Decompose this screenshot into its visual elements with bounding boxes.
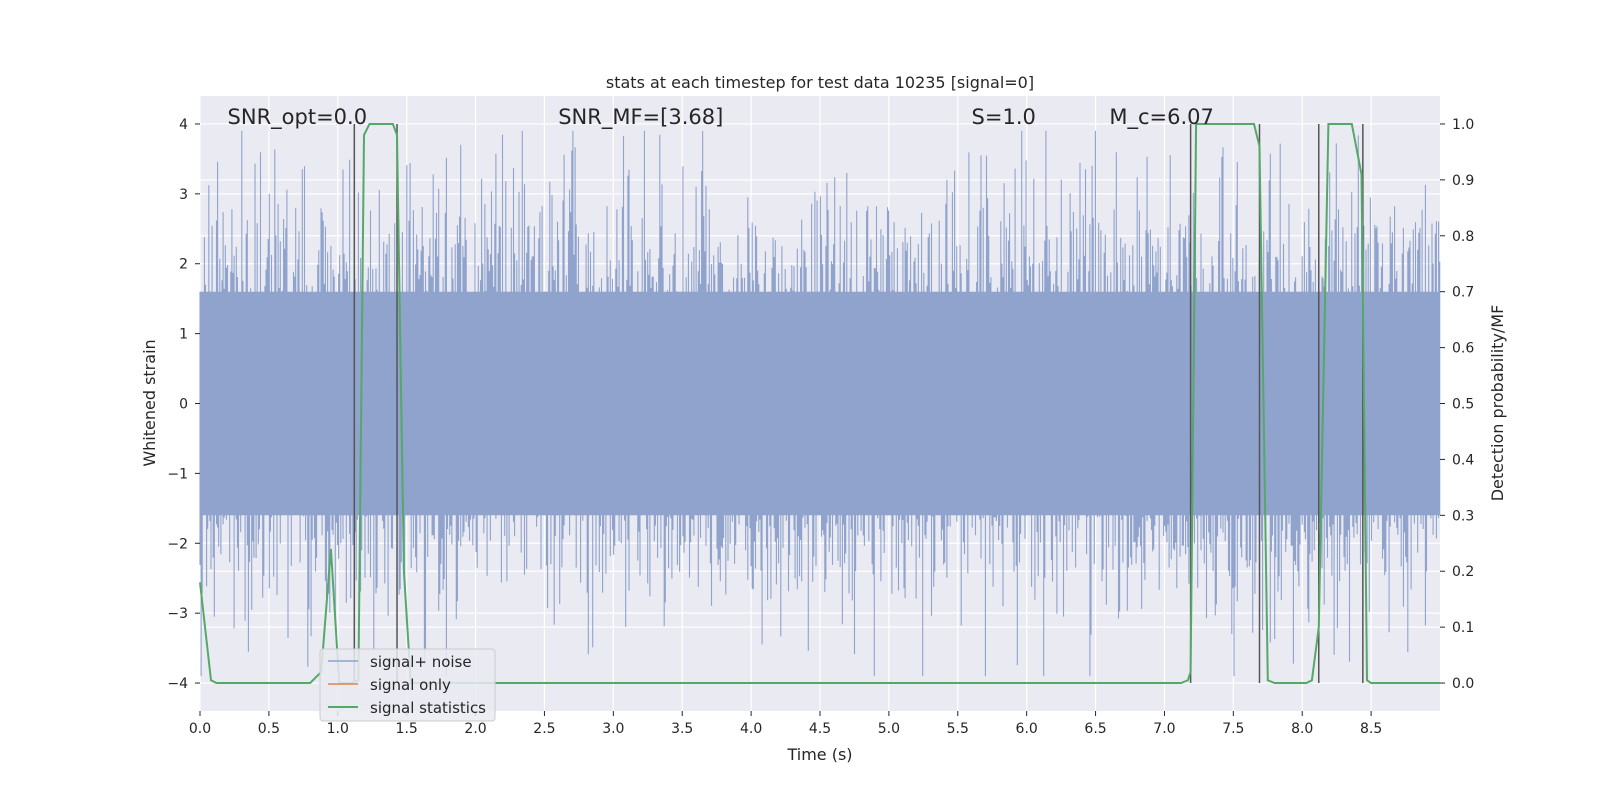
legend-box: [319, 648, 496, 722]
x-tick-label: 2.0: [464, 721, 486, 737]
signal-statistics-line: [199, 123, 1440, 684]
legend-label-signal-plus-noise: signal+ noise: [370, 653, 472, 671]
y2-tick-label: 0.3: [1452, 508, 1474, 524]
x-tick-label: 7.5: [1222, 721, 1244, 737]
x-tick-label: 5.5: [947, 721, 969, 737]
x-tick-label: 6.5: [1084, 721, 1106, 737]
y2-tick-label: 0.4: [1452, 452, 1474, 468]
x-tick-label: 0.0: [189, 721, 211, 737]
x-tick-label: 3.0: [602, 721, 624, 737]
annotations: SNR_opt=0.0 SNR_MF=[3.68] S=1.0 M_c=6.07: [228, 105, 1214, 130]
y2-axis-ticks: 0.0 0.1 0.2 0.3 0.4 0.5 0.6 0.7 0.8 0.9 1.0: [1440, 117, 1474, 692]
x-tick-label: 6.0: [1016, 721, 1038, 737]
x-axis-ticks: 0.0 0.5 1.0 1.5 2.0 2.5 3.0 3.5 4.0 4.5 5.0 5.5 6.0 6…: [189, 711, 1382, 737]
y-tick-label: 2: [179, 257, 188, 273]
y2-tick-label: 0.1: [1452, 620, 1474, 636]
x-tick-label: 8.5: [1360, 721, 1382, 737]
x-tick-label: 5.0: [878, 721, 900, 737]
y-tick-label: 4: [179, 117, 188, 133]
y-tick-label: 0: [179, 397, 188, 413]
x-axis-label: Time (s): [786, 745, 852, 764]
legend-label-signal-statistics: signal statistics: [370, 699, 486, 717]
x-tick-label: 8.0: [1291, 721, 1313, 737]
y2-tick-label: 0.9: [1452, 173, 1474, 189]
chart-title: stats at each timestep for test data 102…: [606, 73, 1034, 92]
y-axis-ticks: −4 −3 −2 −1 0 1 2 3 4: [167, 117, 200, 692]
annotation-3: M_c=6.07: [1109, 105, 1214, 130]
legend-label-signal-only: signal only: [370, 676, 451, 694]
noise-trace: [199, 130, 1441, 677]
y2-axis-label: Detection probability/MF: [1488, 305, 1507, 502]
x-tick-label: 2.5: [533, 721, 555, 737]
annotation-1: SNR_MF=[3.68]: [558, 105, 723, 130]
y-tick-label: −2: [167, 536, 188, 552]
annotation-0: SNR_opt=0.0: [228, 105, 368, 130]
x-tick-label: 0.5: [258, 721, 280, 737]
signal-plus-noise-series: [199, 130, 1441, 677]
legend: signal+ noise signal only signal statist…: [319, 648, 496, 722]
y-tick-label: −3: [167, 606, 188, 622]
y2-tick-label: 0.8: [1452, 229, 1474, 245]
y2-tick-label: 1.0: [1452, 117, 1474, 133]
y2-tick-label: 0.6: [1452, 341, 1474, 357]
x-tick-label: 7.0: [1153, 721, 1175, 737]
y-tick-label: 1: [179, 327, 188, 343]
y2-tick-label: 0.2: [1452, 564, 1474, 580]
x-tick-label: 3.5: [671, 721, 693, 737]
y-tick-label: −4: [167, 676, 188, 692]
y-axis-label: Whitened strain: [140, 339, 159, 466]
y-tick-label: 3: [179, 187, 188, 203]
y-tick-label: −1: [167, 466, 188, 482]
x-tick-label: 4.0: [740, 721, 762, 737]
y2-tick-label: 0.7: [1452, 285, 1474, 301]
x-tick-label: 1.0: [327, 721, 349, 737]
annotation-2: S=1.0: [972, 105, 1036, 129]
y2-tick-label: 0.5: [1452, 397, 1474, 413]
x-tick-label: 4.5: [809, 721, 831, 737]
y2-tick-label: 0.0: [1452, 676, 1474, 692]
x-tick-label: 1.5: [396, 721, 418, 737]
